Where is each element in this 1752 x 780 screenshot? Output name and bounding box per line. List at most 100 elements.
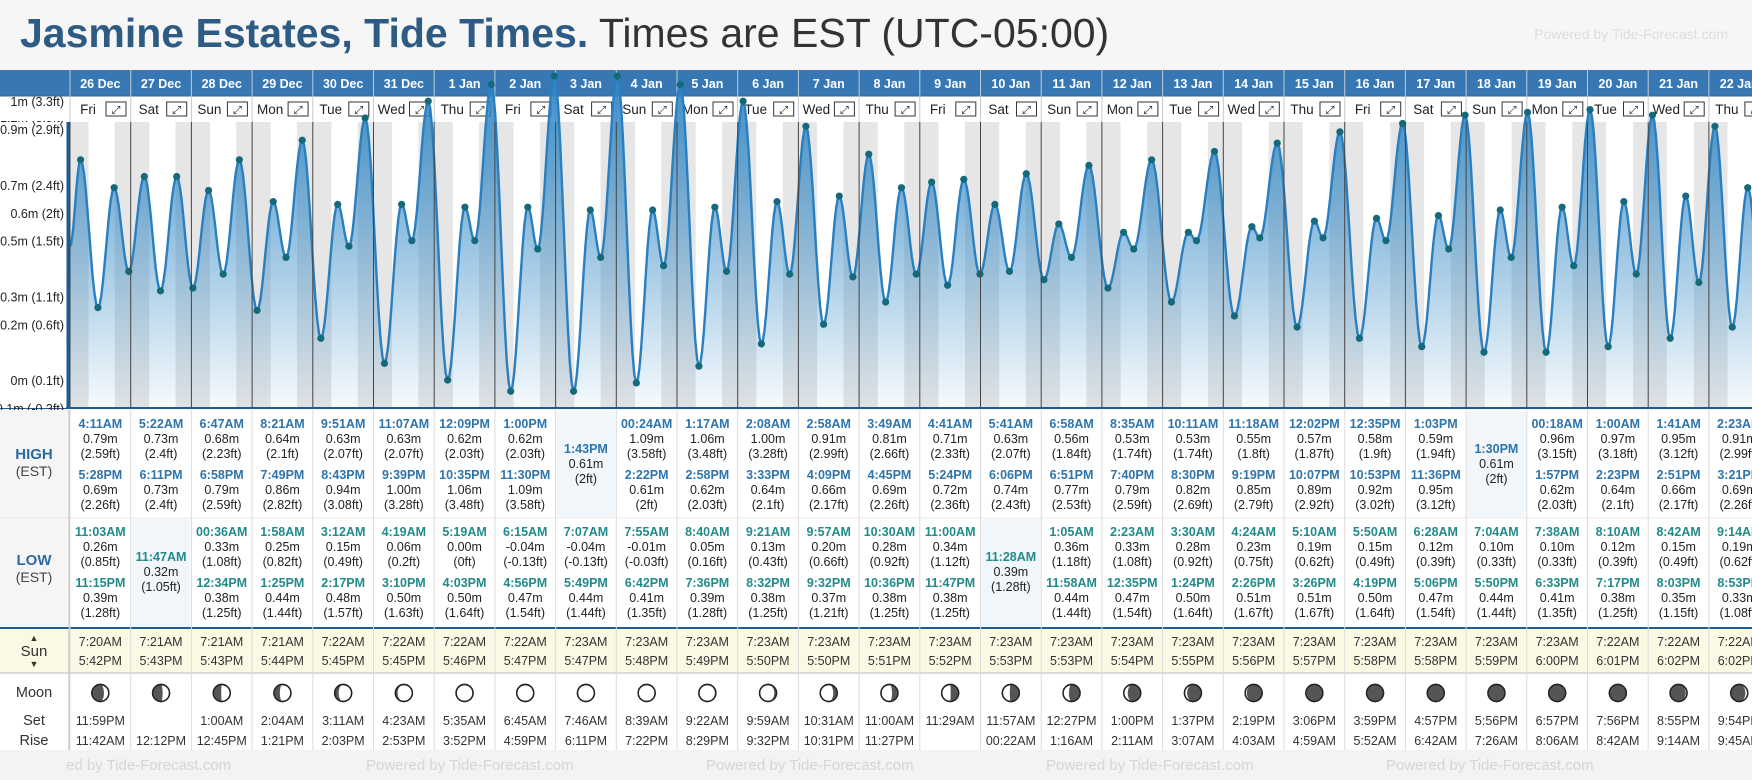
date-header-bar (0, 70, 1752, 96)
tide-point (1570, 262, 1578, 270)
tide-point (1256, 234, 1264, 242)
expand-day-button[interactable] (1744, 101, 1752, 117)
tide-point (219, 270, 227, 278)
powered-by-link[interactable]: Powered by Tide-Forecast.com (1534, 26, 1728, 42)
moonrise-time: 9:14AM (1657, 734, 1700, 748)
expand-day-button[interactable] (287, 101, 309, 117)
moonset-time: 11:59PM (76, 714, 125, 728)
tide-point (1523, 108, 1532, 116)
tide-point (1695, 278, 1703, 287)
expand-icon: ⤢ (1326, 105, 1335, 117)
moon-shadow (1246, 684, 1263, 702)
high-tide-1-height-m: 0.79m (83, 432, 118, 446)
high-tide-2-height-ft: (3.58ft) (505, 498, 545, 512)
expand-day-button[interactable] (1380, 101, 1402, 117)
expand-day-button[interactable] (166, 101, 188, 117)
high-tide-1-height-m: 0.62m (447, 432, 482, 446)
moonrise-time: 6:42AM (1414, 734, 1457, 748)
date-label: 19 Jan (1538, 77, 1577, 91)
low-tide-1-time: 7:07AM (564, 525, 608, 539)
expand-day-button[interactable] (1076, 101, 1098, 117)
moon-shadow (828, 684, 838, 702)
moon-outline (1244, 683, 1263, 703)
low-tide-1-time: 00:36AM (196, 525, 247, 539)
expand-icon: ⤢ (1386, 105, 1395, 117)
date-label: 7 Jan (813, 77, 845, 91)
expand-day-button[interactable] (1198, 101, 1220, 117)
moon-outline (1669, 683, 1688, 703)
high-tide-1-height-m: 1.09m (629, 432, 664, 446)
tide-point (1104, 284, 1112, 292)
low-tide-time: 11:28AM (985, 550, 1036, 564)
tide-point (461, 203, 469, 211)
sunrise-time: 7:23AM (1414, 635, 1457, 649)
tide-point (156, 287, 165, 295)
low-tide-1-time: 5:19AM (442, 525, 486, 539)
expand-day-button[interactable] (1016, 101, 1037, 117)
low-tide-2-height-m: 0.51m (1236, 591, 1271, 605)
tide-point (1022, 170, 1030, 178)
expand-day-button[interactable] (1501, 101, 1523, 117)
expand-day-button[interactable] (226, 101, 248, 117)
footer-powered-by[interactable]: ed by Tide-Forecast.com (66, 757, 232, 774)
expand-icon: ⤢ (719, 105, 728, 117)
weekday-label: Thu (1715, 102, 1738, 117)
expand-day-button[interactable] (348, 101, 370, 117)
expand-day-button[interactable] (651, 101, 673, 117)
footer-powered-by[interactable]: Powered by Tide-Forecast.com (366, 757, 574, 774)
tide-point (471, 237, 479, 245)
low-tide-1-height-ft: (0.2ft) (388, 555, 421, 569)
moonrise-time: 2:53PM (382, 734, 425, 748)
expand-day-button[interactable] (105, 101, 127, 117)
y-tick-label: 0.3m (1.1ft) (0, 290, 64, 304)
tide-point (1632, 270, 1640, 278)
high-tide-2-height-m: 1.09m (508, 483, 543, 497)
high-tide-1-height-m: 0.81m (872, 432, 907, 446)
expand-day-button[interactable] (773, 101, 795, 117)
expand-day-button[interactable] (712, 101, 734, 117)
low-tide-2-height-ft: (1.25ft) (202, 606, 242, 620)
expand-day-button[interactable] (955, 101, 977, 117)
high-tide-2-height-ft: (2.26ft) (81, 498, 121, 512)
low-tide-1-height-m: 0.33m (204, 540, 239, 554)
footer: ed by Tide-Forecast.com Powered by Tide-F… (0, 750, 1752, 780)
expand-icon: ⤢ (233, 105, 242, 117)
high-tide-1-height-m: 0.56m (1054, 432, 1089, 446)
moonrise-time: 12:12PM (136, 734, 186, 748)
high-tide-1-time: 12:09PM (439, 417, 490, 431)
footer-powered-by[interactable]: Powered by Tide-Forecast.com (1386, 757, 1594, 774)
expand-day-button[interactable] (1319, 101, 1341, 117)
low-tide-2-height-m: 0.50m (386, 591, 421, 605)
expand-icon: ⤢ (1083, 105, 1092, 117)
expand-day-button[interactable] (1562, 101, 1584, 117)
sunrise-time: 7:23AM (868, 635, 911, 649)
expand-day-button[interactable] (833, 101, 855, 117)
tide-point (282, 253, 290, 261)
sunset-time: 5:50PM (807, 654, 850, 668)
low-tide-2-height-ft: (1.28ft) (81, 606, 121, 620)
footer-powered-by[interactable]: Powered by Tide-Forecast.com (1046, 757, 1254, 774)
expand-day-button[interactable] (894, 101, 916, 117)
high-tide-1-height-ft: (2.07ft) (991, 447, 1031, 461)
footer-powered-by[interactable]: Powered by Tide-Forecast.com (706, 757, 914, 774)
expand-day-button[interactable] (1683, 101, 1705, 117)
low-tide-1-height-m: 0.23m (1236, 540, 1271, 554)
weekday-label: Sun (1047, 102, 1071, 117)
low-tide-2-height-ft: (1.64ft) (445, 606, 485, 620)
expand-icon: ⤢ (597, 105, 606, 117)
expand-day-button[interactable] (1440, 101, 1462, 117)
sunset-time: 5:46PM (443, 654, 486, 668)
expand-icon: ⤢ (1568, 105, 1577, 117)
expand-day-button[interactable] (1258, 101, 1280, 117)
moon-row-background (0, 673, 1752, 750)
moonset-time: 2:04AM (261, 714, 304, 728)
low-tide-1-time: 3:12AM (321, 525, 365, 539)
low-tide-2-height-m: 0.37m (811, 591, 846, 605)
tide-point (408, 237, 416, 245)
sunrise-time: 7:23AM (1293, 635, 1336, 649)
tide-point (586, 206, 594, 214)
expand-day-button[interactable] (1623, 101, 1644, 117)
sunset-time: 5:45PM (382, 654, 425, 668)
low-tide-1-time: 9:21AM (746, 525, 790, 539)
expand-day-button[interactable] (1137, 101, 1159, 117)
